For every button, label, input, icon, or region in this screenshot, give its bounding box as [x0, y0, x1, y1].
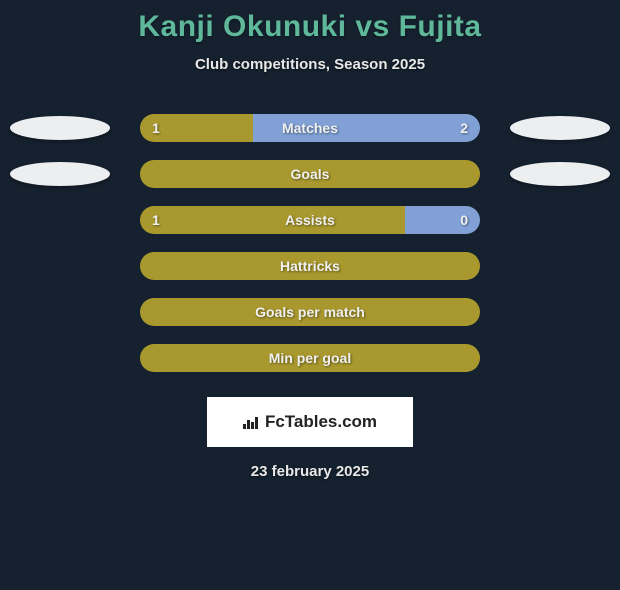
bar-segment-left: [140, 206, 405, 234]
bar-segment-right: [253, 114, 480, 142]
stat-row: Matches12: [0, 105, 620, 151]
player-left-avatar: [10, 116, 110, 140]
stat-row: Goals per match: [0, 289, 620, 335]
bar-segment-neutral: [140, 252, 480, 280]
logo-text: FcTables.com: [265, 412, 377, 432]
player-right-avatar: [510, 116, 610, 140]
stat-bar: [140, 344, 480, 372]
stat-bar: [140, 298, 480, 326]
bar-segment-left: [140, 114, 253, 142]
bar-segment-neutral: [140, 160, 480, 188]
stat-bar: [140, 160, 480, 188]
stat-bar: [140, 206, 480, 234]
comparison-chart: Matches12GoalsAssists10HattricksGoals pe…: [0, 105, 620, 381]
page-title: Kanji Okunuki vs Fujita: [0, 10, 620, 44]
stat-row: Goals: [0, 151, 620, 197]
logo-box: FcTables.com: [207, 397, 413, 447]
bars-icon: [243, 415, 261, 429]
footer-date: 23 february 2025: [0, 463, 620, 480]
page-subtitle: Club competitions, Season 2025: [0, 56, 620, 73]
player-left-avatar: [10, 162, 110, 186]
player-right-avatar: [510, 162, 610, 186]
bar-segment-neutral: [140, 298, 480, 326]
stat-row: Assists10: [0, 197, 620, 243]
stat-bar: [140, 114, 480, 142]
logo: FcTables.com: [243, 412, 377, 432]
stat-row: Hattricks: [0, 243, 620, 289]
bar-segment-right: [405, 206, 480, 234]
bar-segment-neutral: [140, 344, 480, 372]
stat-bar: [140, 252, 480, 280]
stat-row: Min per goal: [0, 335, 620, 381]
